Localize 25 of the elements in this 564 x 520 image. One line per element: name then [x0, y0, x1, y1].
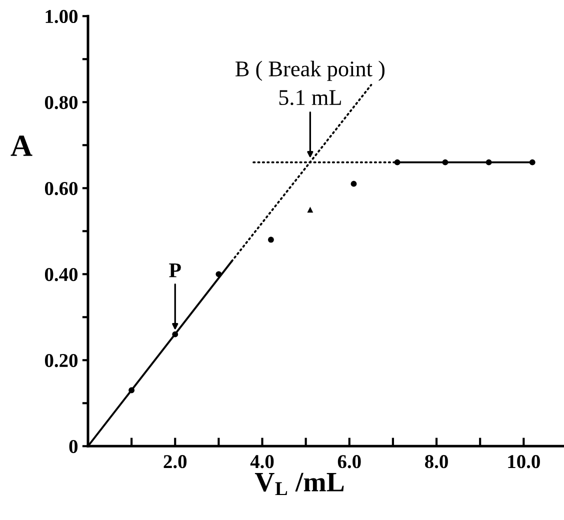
- x-tick-label: 10.0: [508, 455, 540, 468]
- x-tick-label: 2.0: [164, 455, 187, 468]
- point: [486, 159, 492, 166]
- point: [350, 180, 357, 187]
- point: [307, 206, 314, 213]
- y-axis-title: A: [10, 136, 32, 156]
- annotation: B ( Break point ) 5.1 mL: [236, 60, 384, 106]
- point: [442, 159, 448, 166]
- x-tick-label: 8.0: [425, 455, 448, 468]
- point: [128, 387, 134, 394]
- y-tick-label: 0.60: [44, 182, 78, 196]
- x-axis-title: V$_{L}$ /mL: [254, 472, 344, 496]
- point: [172, 331, 178, 338]
- y-tick-label: 0.40: [44, 268, 78, 282]
- y-tick-label: 0: [69, 440, 78, 454]
- annotation: P: [169, 263, 181, 278]
- x-tick-label: 4.0: [250, 455, 274, 468]
- point: [216, 271, 222, 278]
- point: [529, 159, 536, 166]
- point: [394, 159, 400, 166]
- y-tick-label: 0.20: [44, 354, 78, 368]
- y-tick-label: 0.80: [44, 96, 78, 110]
- x-tick-label: 6.0: [338, 455, 361, 468]
- y-tick-label: 1.00: [46, 10, 78, 24]
- point: [268, 236, 274, 243]
